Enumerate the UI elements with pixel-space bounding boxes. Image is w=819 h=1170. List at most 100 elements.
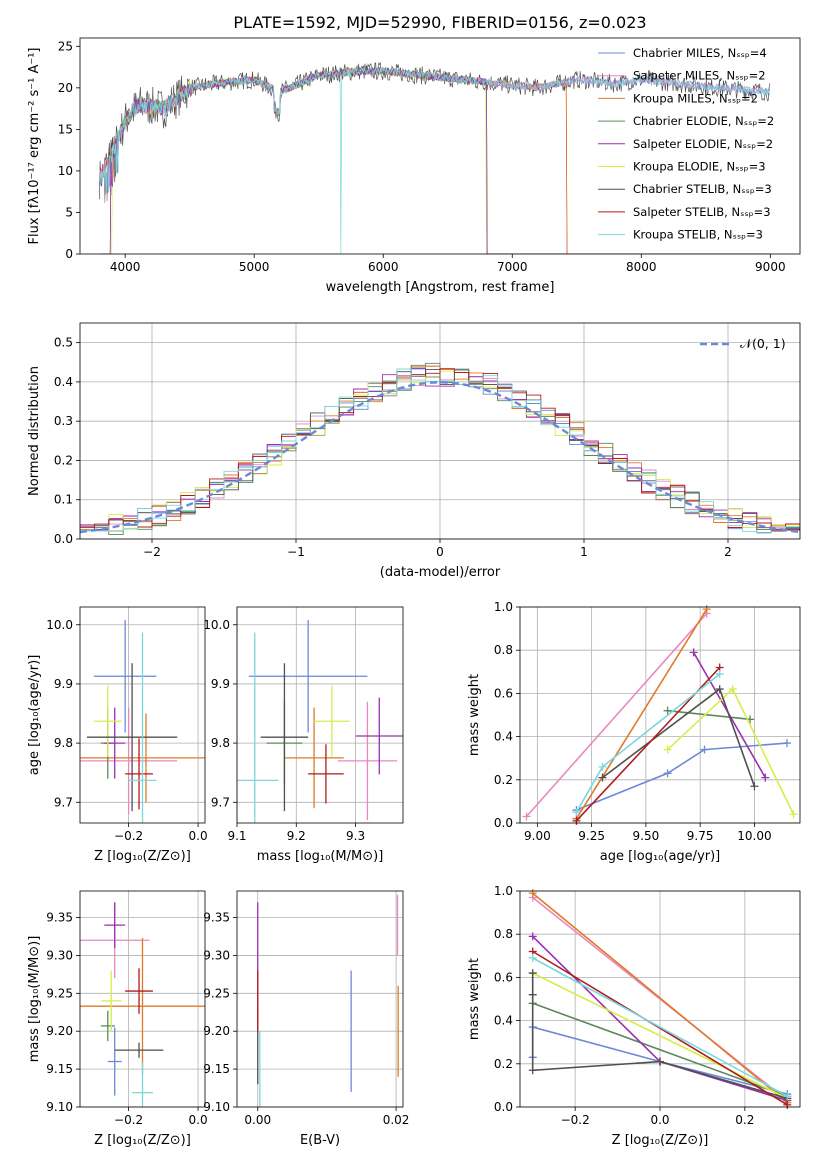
y-axis-label: age [log₁₀(age/yr)] xyxy=(27,655,42,776)
errorbar-salpeter-stelib xyxy=(125,968,153,1014)
y-tick-label: 9.15 xyxy=(46,1062,73,1076)
x-axis-label: Z [log₁₀(Z/Z⊙)] xyxy=(94,1133,191,1148)
y-tick-label: 9.30 xyxy=(203,948,230,962)
x-tick-label: 9.2 xyxy=(287,829,306,843)
residual-legend: 𝒩(0, 1) xyxy=(700,336,786,351)
y-tick-label: 9.25 xyxy=(46,986,73,1000)
panel-mass_vs_Z: −0.2 0.0 9.10 9.15 9.20 9.25 9.30 9.35 Z [log₁₀(… xyxy=(27,890,208,1148)
y-tick-label: 9.35 xyxy=(203,911,230,925)
errorbar-kroupa-miles xyxy=(284,707,344,809)
y-tick-label: 0.4 xyxy=(54,375,73,389)
x-tick-label: 0.2 xyxy=(735,1113,754,1127)
legend-entry: Chabrier MILES, Nₛₛₚ=4 xyxy=(633,46,767,60)
panel-spectrum: 4000 5000 6000 7000 8000 9000 0 5 10 15 20 25 wavele… xyxy=(27,37,801,295)
weight-marker-kroupa-stelib xyxy=(783,1092,792,1101)
weight-marker-chabrier-stelib xyxy=(715,685,724,694)
x-tick-label: 9.3 xyxy=(346,829,365,843)
x-tick-label: 0.02 xyxy=(383,1113,410,1127)
y-axis-label: Flux [fλ10⁻¹⁷ erg cm⁻² s⁻¹ A⁻¹] xyxy=(27,48,42,245)
y-tick-label: 9.7 xyxy=(211,795,230,809)
x-tick-label: 9.00 xyxy=(524,829,551,843)
weight-marker-chabrier-stelib xyxy=(528,969,537,978)
y-tick-label: 0.4 xyxy=(494,1014,513,1028)
y-tick-label: 10 xyxy=(58,164,73,178)
weight-line-salpeter-stelib xyxy=(532,950,788,1106)
weight-marker-salpeter-elodie xyxy=(761,773,770,782)
legend-entry: Salpeter STELIB, Nₛₛₚ=3 xyxy=(633,205,771,219)
y-tick-label: 20 xyxy=(58,81,73,95)
x-tick-label: −1 xyxy=(287,545,305,559)
y-tick-label: 0 xyxy=(65,247,73,261)
legend-entry: Kroupa STELIB, Nₛₛₚ=3 xyxy=(633,228,763,242)
residual-hist-kroupa-stelib xyxy=(80,368,800,534)
errorbar-salpeter-miles xyxy=(80,707,178,815)
weight-marker-kroupa-stelib xyxy=(598,762,607,771)
weight-marker-chabrier-stelib xyxy=(598,773,607,782)
y-tick-label: 15 xyxy=(58,122,73,136)
axes-frame xyxy=(79,890,206,1108)
panel-age_vs_mass: 9.1 9.2 9.3 9.7 9.8 9.9 10.0 mass [log₁₀(M/M⊙)] xyxy=(203,606,404,864)
weight-line-kroupa-miles xyxy=(532,892,788,1104)
x-tick-label: 0.0 xyxy=(650,1113,669,1127)
y-tick-label: 0.2 xyxy=(494,1057,513,1071)
x-tick-label: 0.0 xyxy=(189,1113,208,1127)
x-axis-label: age [log₁₀(age/yr)] xyxy=(600,849,721,864)
errorbar-kroupa-stelib xyxy=(237,632,279,823)
weight-marker-kroupa-elodie xyxy=(789,810,798,819)
weight-marker-chabrier-stelib xyxy=(656,1057,664,1066)
errorbar-chabrier-stelib xyxy=(86,663,178,812)
x-tick-label: 10.00 xyxy=(737,829,771,843)
y-tick-label: 9.9 xyxy=(54,677,73,691)
weight-marker-chabrier-stelib xyxy=(528,990,537,999)
y-tick-label: 9.10 xyxy=(46,1100,73,1114)
weight-marker-kroupa-stelib xyxy=(715,669,724,678)
spectrum-line-kroupa-stelib xyxy=(99,66,771,254)
errorbar-chabrier-miles xyxy=(107,1027,122,1096)
y-tick-label: 9.8 xyxy=(54,736,73,750)
errorbar-chabrier-elodie xyxy=(100,1010,115,1042)
errorbar-kroupa-stelib xyxy=(132,1062,153,1107)
x-axis-label: Z [log₁₀(Z/Z⊙)] xyxy=(94,849,191,864)
legend-entry: Kroupa ELODIE, Nₛₛₚ=3 xyxy=(633,160,766,174)
x-tick-label: 0.0 xyxy=(189,829,208,843)
y-tick-label: 0.8 xyxy=(494,927,513,941)
y-axis-label: Normed distribution xyxy=(27,366,42,496)
axes-frame xyxy=(79,322,801,540)
errorbar-chabrier-miles xyxy=(248,620,368,733)
errorbar-salpeter-stelib xyxy=(308,744,344,804)
x-tick-label: 6000 xyxy=(368,260,399,274)
weight-marker-chabrier-elodie xyxy=(663,706,672,715)
weight-marker-kroupa-miles xyxy=(528,889,537,898)
weight-marker-kroupa-elodie xyxy=(663,745,672,754)
weight-line-chabrier-miles xyxy=(576,742,788,811)
panel-age_vs_Z: −0.2 0.0 9.7 9.8 9.9 10.0 Z [log₁₀(Z/Z⊙)] age [… xyxy=(27,606,208,864)
x-tick-label: 9000 xyxy=(755,260,786,274)
y-tick-label: 0.2 xyxy=(54,453,73,467)
errorbar-salpeter-miles xyxy=(337,701,398,821)
errorbar-chabrier-miles xyxy=(93,620,157,733)
legend-entry: Kroupa MILES, Nₛₛₚ=2 xyxy=(633,91,758,105)
y-tick-label: 0.0 xyxy=(494,1100,513,1114)
x-tick-label: −2 xyxy=(143,545,161,559)
panel-residuals: −2 −1 0 1 2 0.0 0.1 0.2 0.3 0.4 0.5 (data-model)/er… xyxy=(27,322,801,580)
spectrum-legend: Chabrier MILES, Nₛₛₚ=4 Salpeter MILES, Nₛ… xyxy=(598,46,774,242)
legend-entry: Chabrier ELODIE, Nₛₛₚ=2 xyxy=(633,114,774,128)
x-tick-label: 7000 xyxy=(497,260,528,274)
y-tick-label: 9.25 xyxy=(203,986,230,1000)
y-tick-label: 0.2 xyxy=(494,773,513,787)
y-tick-label: 5 xyxy=(65,205,73,219)
errorbar-kroupa-elodie xyxy=(100,970,122,1032)
y-tick-label: 10.0 xyxy=(203,618,230,632)
errorbar-kroupa-elodie xyxy=(93,685,122,757)
y-tick-label: 0.3 xyxy=(54,414,73,428)
x-tick-label: 9.50 xyxy=(633,829,660,843)
y-tick-label: 9.8 xyxy=(211,736,230,750)
y-tick-label: 0.0 xyxy=(494,816,513,830)
x-tick-label: 0 xyxy=(436,545,444,559)
y-tick-label: 9.10 xyxy=(203,1100,230,1114)
weight-line-salpeter-miles xyxy=(525,612,708,818)
y-tick-label: 9.15 xyxy=(203,1062,230,1076)
plots-layer: 4000 5000 6000 7000 8000 90000510152025wavele… xyxy=(27,37,801,1148)
x-tick-label: 0.00 xyxy=(244,1113,271,1127)
y-tick-label: 25 xyxy=(58,39,73,53)
